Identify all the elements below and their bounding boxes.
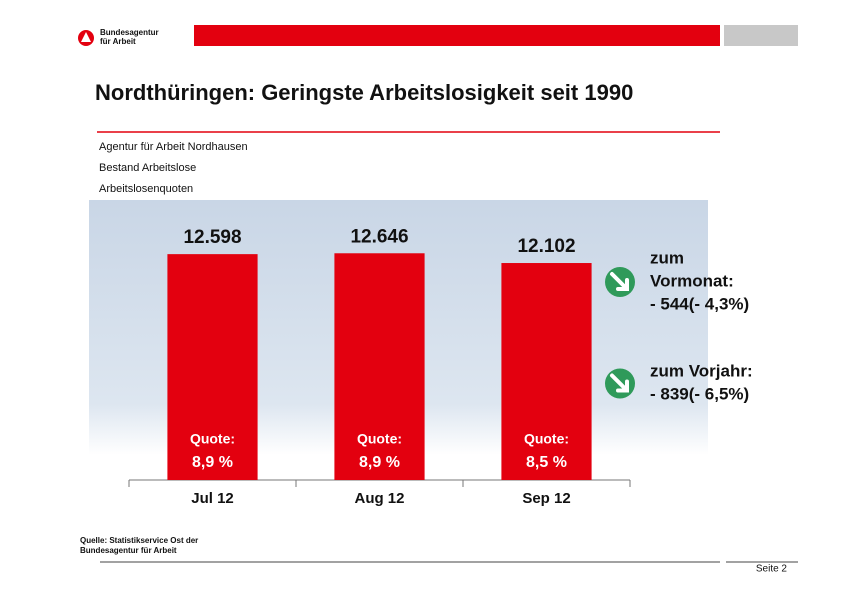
x-tick-label: Jul 12 xyxy=(191,490,234,507)
logo-mark xyxy=(81,32,91,42)
trend-arrow xyxy=(610,272,629,291)
annotation: Vormonat: xyxy=(650,271,734,290)
value-label: 12.598 xyxy=(183,227,241,248)
header-bar-grey xyxy=(724,25,798,46)
trend-arrow xyxy=(610,373,629,393)
logo-text: Bundesagentur xyxy=(100,28,159,37)
annotation: zum xyxy=(650,248,684,267)
value-label: 12.646 xyxy=(350,226,408,247)
quote-title: Quote: xyxy=(357,431,402,447)
quote-value: 8,9 % xyxy=(192,454,233,471)
source: Bundesagentur für Arbeit xyxy=(80,546,177,555)
annotation: - 839(- 6,5%) xyxy=(650,384,749,403)
bar xyxy=(334,253,425,480)
bar xyxy=(501,263,592,480)
annotation: - 544(- 4,3%) xyxy=(650,294,749,313)
value-label: 12.102 xyxy=(517,236,575,257)
source: Quelle: Statistikservice Ost der xyxy=(80,536,198,545)
subtitle: Bestand Arbeitslose xyxy=(99,162,196,174)
x-tick-label: Aug 12 xyxy=(354,490,404,507)
quote-title: Quote: xyxy=(190,431,235,447)
subtitle: Arbeitslosenquoten xyxy=(99,183,193,195)
x-tick-label: Sep 12 xyxy=(522,490,570,507)
quote-value: 8,5 % xyxy=(526,454,567,471)
header-bar xyxy=(194,25,720,46)
quote-title: Quote: xyxy=(524,431,569,447)
chart-title: Nordthüringen: Geringste Arbeitslosigkei… xyxy=(95,80,633,105)
bar xyxy=(167,254,258,480)
subtitle: Agentur für Arbeit Nordhausen xyxy=(99,141,248,153)
quote-value: 8,9 % xyxy=(359,454,400,471)
annotation: zum Vorjahr: xyxy=(650,361,753,380)
logo-text: für Arbeit xyxy=(100,37,136,46)
page-number: Seite 2 xyxy=(756,564,788,575)
